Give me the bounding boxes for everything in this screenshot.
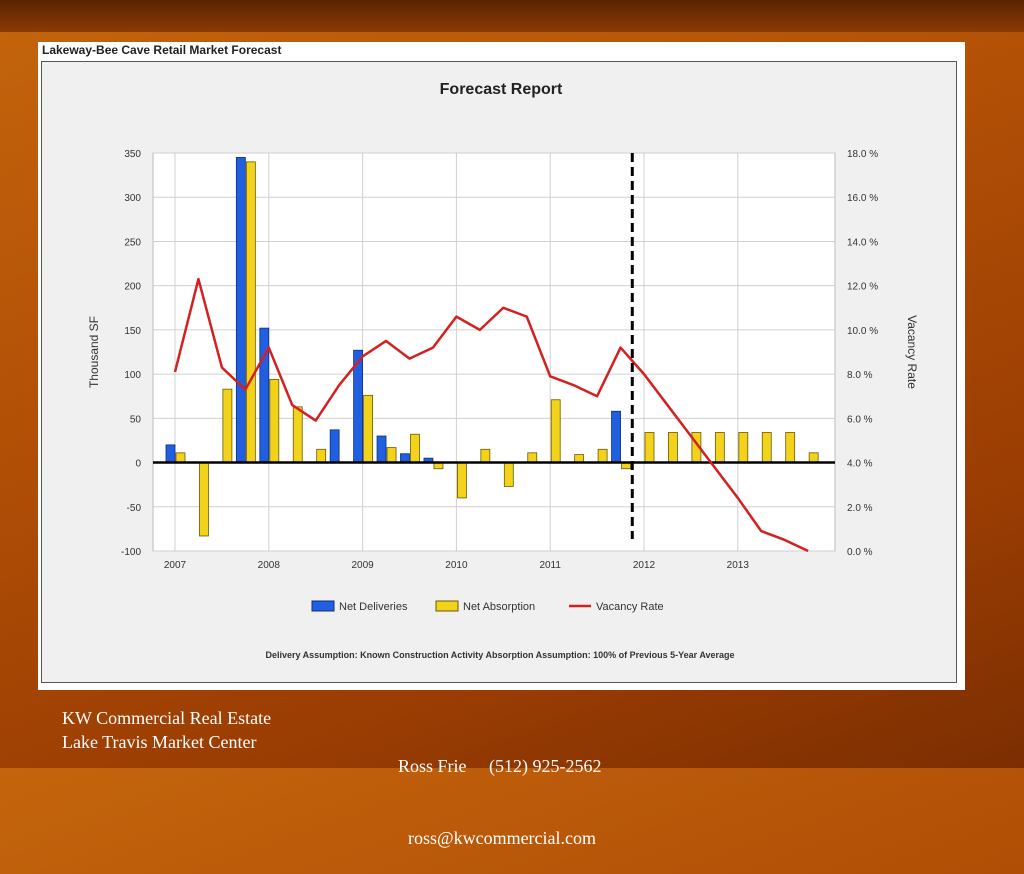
- bar-net-deliveries: [329, 429, 340, 463]
- footer-email: ross@kwcommercial.com: [408, 828, 597, 848]
- y-tick-label: -100: [121, 547, 141, 558]
- bar-net-absorption: [761, 432, 772, 463]
- x-tick-label: 2010: [445, 560, 468, 571]
- y2-axis-title: Vacancy Rate: [905, 315, 919, 389]
- legend-label-deliveries: Net Deliveries: [339, 601, 408, 613]
- x-tick-label: 2013: [727, 560, 750, 571]
- bar-net-absorption: [644, 432, 655, 463]
- bar-net-absorption: [222, 388, 233, 463]
- bar-net-deliveries: [400, 453, 410, 463]
- y2-tick-label: 2.0 %: [847, 503, 873, 514]
- bar-net-absorption: [668, 432, 678, 463]
- footer-company: KW Commercial Real Estate: [62, 708, 272, 728]
- footer-center: Lake Travis Market Center: [62, 732, 257, 752]
- y-tick-label: 100: [124, 370, 141, 381]
- y-tick-label: -50: [127, 503, 142, 514]
- y-axis-title: Thousand SF: [87, 316, 101, 388]
- bar-net-absorption: [503, 462, 514, 487]
- bar-net-deliveries: [611, 410, 621, 463]
- y-tick-label: 350: [124, 149, 141, 160]
- bar-net-absorption: [456, 462, 467, 499]
- vacancy-rate-line: [173, 277, 809, 553]
- y-tick-label: 250: [124, 237, 141, 248]
- top-banner: [0, 0, 1024, 32]
- chart-title: Forecast Report: [440, 81, 563, 98]
- legend-swatch-deliveries: [311, 600, 335, 612]
- y2-tick-label: 18.0 %: [847, 149, 878, 160]
- bar-net-absorption: [550, 399, 561, 463]
- bar-net-absorption: [597, 448, 608, 463]
- legend-swatch-absorption: [435, 600, 459, 612]
- bar-net-absorption: [269, 379, 280, 463]
- footer-right: Ross Frie (512) 925-2562 ross@kwcommerci…: [398, 706, 602, 874]
- bar-net-absorption: [386, 447, 397, 463]
- bar-net-absorption: [292, 406, 303, 463]
- bar-net-deliveries: [376, 435, 387, 463]
- x-tick-label: 2008: [258, 560, 281, 571]
- x-tick-label: 2011: [539, 560, 561, 571]
- bar-net-absorption: [410, 433, 420, 463]
- y-tick-label: 50: [130, 414, 142, 425]
- y2-tick-label: 0.0 %: [847, 547, 873, 558]
- bar-net-absorption: [316, 448, 327, 463]
- y2-tick-label: 16.0 %: [847, 193, 878, 204]
- bar-net-absorption: [808, 452, 819, 463]
- chart-panel: Lakeway-Bee Cave Retail Market Forecast …: [38, 42, 965, 690]
- bar-net-absorption: [714, 432, 725, 463]
- footer-left: KW Commercial Real Estate Lake Travis Ma…: [62, 706, 271, 754]
- bar-net-absorption: [527, 452, 538, 463]
- y-tick-label: 300: [124, 193, 141, 204]
- bar-net-absorption: [363, 394, 374, 463]
- bar-net-absorption: [785, 432, 796, 463]
- legend-label-absorption: Net Absorption: [463, 601, 535, 613]
- y2-tick-label: 6.0 %: [847, 414, 873, 425]
- forecast-chart: Forecast Report 350 18.0 % 300 16.0 % 250 14.0…: [87, 81, 919, 660]
- y-tick-label: 0: [135, 459, 141, 470]
- bar-net-absorption: [480, 448, 491, 463]
- bar-net-absorption: [245, 161, 256, 463]
- y2-tick-label: 14.0 %: [847, 237, 878, 248]
- y2-tick-label: 4.0 %: [847, 459, 873, 470]
- bar-net-deliveries: [235, 157, 246, 463]
- y2-tick-label: 8.0 %: [847, 370, 873, 381]
- bar-net-absorption: [738, 432, 749, 463]
- y-tick-label: 200: [124, 282, 141, 293]
- bar-net-absorption: [199, 462, 209, 537]
- panel-title: Lakeway-Bee Cave Retail Market Forecast: [42, 43, 282, 57]
- y-tick-label: 150: [124, 326, 141, 337]
- y2-tick-label: 10.0 %: [847, 326, 878, 337]
- x-tick-label: 2012: [633, 560, 656, 571]
- x-tick-label: 2007: [164, 560, 187, 571]
- footer-contact: Ross Frie (512) 925-2562: [398, 756, 602, 776]
- assumption-note: Delivery Assumption: Known Construction …: [265, 650, 734, 660]
- y2-tick-label: 12.0 %: [847, 282, 878, 293]
- bar-net-deliveries: [165, 444, 176, 463]
- x-tick-label: 2009: [351, 560, 374, 571]
- legend-label-vacancy: Vacancy Rate: [596, 601, 664, 613]
- bar-net-absorption: [175, 452, 186, 463]
